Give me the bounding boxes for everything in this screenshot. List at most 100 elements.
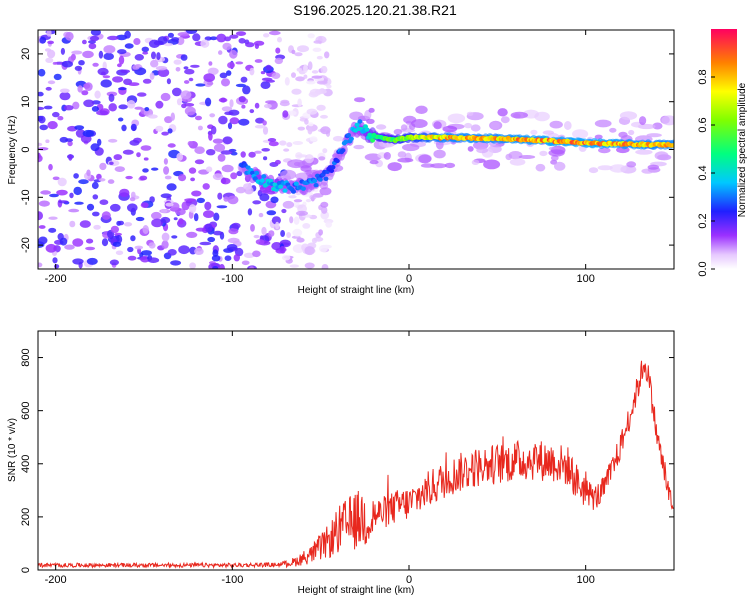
noise-blob bbox=[387, 162, 402, 172]
ridge-mark bbox=[330, 165, 336, 170]
noise-blob bbox=[221, 78, 230, 87]
noise-blob bbox=[194, 146, 205, 154]
noise-blob bbox=[235, 83, 246, 88]
ridge-mark bbox=[291, 189, 296, 194]
noise-blob bbox=[447, 113, 466, 124]
noise-blob bbox=[118, 117, 124, 122]
noise-blob bbox=[98, 178, 106, 182]
noise-blob bbox=[127, 246, 134, 253]
noise-blob bbox=[510, 111, 528, 119]
noise-blob bbox=[224, 255, 232, 261]
noise-blob bbox=[212, 138, 224, 144]
noise-blob bbox=[293, 199, 303, 203]
noise-blob bbox=[56, 189, 68, 196]
noise-blob bbox=[229, 99, 234, 108]
noise-blob bbox=[107, 35, 119, 41]
noise-blob bbox=[186, 231, 198, 238]
noise-blob bbox=[134, 54, 144, 61]
noise-blob bbox=[207, 67, 219, 76]
noise-blob bbox=[204, 36, 212, 41]
noise-blob bbox=[304, 154, 314, 164]
noise-blob bbox=[217, 153, 226, 162]
noise-blob bbox=[91, 106, 99, 112]
noise-blob bbox=[127, 100, 136, 109]
signal-ridge bbox=[237, 119, 674, 196]
noise-blob bbox=[219, 72, 228, 79]
x-tick-label: -100 bbox=[221, 273, 243, 285]
noise-blob bbox=[172, 87, 182, 97]
noise-blob bbox=[167, 143, 176, 148]
noise-blob bbox=[140, 202, 149, 209]
noise-blob bbox=[144, 107, 150, 112]
noise-blob bbox=[309, 194, 317, 200]
noise-blob bbox=[161, 240, 169, 249]
noise-blob bbox=[240, 76, 248, 83]
noise-blob bbox=[262, 120, 267, 126]
noise-blob bbox=[120, 69, 131, 74]
noise-blob bbox=[155, 66, 168, 71]
noise-blob bbox=[420, 163, 435, 168]
noise-blob bbox=[220, 177, 231, 185]
noise-blob bbox=[467, 146, 474, 152]
noise-blob bbox=[57, 116, 64, 121]
noise-blob bbox=[476, 147, 489, 154]
ridge-mark bbox=[343, 139, 349, 144]
noise-blob bbox=[255, 239, 265, 245]
ridge-mark bbox=[312, 178, 318, 184]
noise-blob bbox=[103, 45, 116, 54]
noise-blob bbox=[297, 45, 309, 53]
noise-blob bbox=[307, 127, 313, 135]
noise-blob bbox=[229, 117, 240, 125]
noise-blob bbox=[38, 211, 43, 221]
noise-blob bbox=[252, 200, 262, 205]
noise-blob bbox=[418, 154, 432, 164]
noise-blob bbox=[100, 79, 112, 88]
noise-blob bbox=[292, 141, 304, 145]
colorbar-tick-label: 0.0 bbox=[697, 261, 709, 276]
y-tick-label: 0 bbox=[20, 567, 32, 573]
noise-blob bbox=[316, 104, 326, 111]
noise-blob bbox=[303, 74, 308, 79]
colorbar-tick-label: 0.6 bbox=[697, 117, 709, 132]
noise-blob bbox=[132, 64, 140, 70]
noise-blob bbox=[652, 122, 663, 130]
noise-blob bbox=[85, 246, 96, 251]
noise-blob bbox=[212, 249, 219, 257]
noise-blob bbox=[292, 228, 303, 237]
noise-blob bbox=[45, 86, 52, 91]
noise-blob bbox=[69, 192, 74, 199]
noise-blob bbox=[364, 109, 372, 120]
noise-blob bbox=[266, 210, 277, 216]
noise-blob bbox=[332, 135, 344, 142]
noise-blob bbox=[366, 118, 375, 124]
top-x-axis-label: Height of straight line (km) bbox=[298, 285, 415, 296]
noise-blob bbox=[171, 37, 180, 42]
noise-blob bbox=[279, 140, 287, 146]
y-tick-label: 0 bbox=[20, 146, 32, 152]
bottom-y-ticks: 0 200 400 600 800 bbox=[20, 348, 674, 573]
noise-blob bbox=[38, 91, 44, 97]
snr-frame bbox=[37, 330, 675, 571]
noise-blob bbox=[178, 174, 187, 182]
x-tick-label: -200 bbox=[45, 273, 67, 285]
noise-blob bbox=[139, 175, 148, 181]
noise-blob bbox=[46, 30, 52, 37]
noise-blob bbox=[108, 93, 115, 102]
noise-blob bbox=[148, 39, 160, 48]
noise-blob bbox=[254, 124, 266, 129]
noise-blob bbox=[280, 169, 297, 180]
noise-blob bbox=[243, 252, 255, 258]
noise-blob bbox=[238, 118, 250, 126]
noise-blob bbox=[195, 83, 206, 87]
noise-blob bbox=[307, 33, 315, 39]
noise-blob bbox=[38, 154, 43, 163]
bottom-x-axis-label: Height of straight line (km) bbox=[298, 585, 415, 596]
noise-blob bbox=[38, 236, 48, 245]
ridge-mark bbox=[370, 138, 376, 143]
noise-blob bbox=[188, 77, 194, 82]
top-y-axis-label: Frequency (Hz) bbox=[7, 116, 18, 185]
noise-blob bbox=[103, 52, 114, 61]
noise-blob bbox=[641, 168, 654, 174]
noise-blob bbox=[296, 237, 305, 243]
